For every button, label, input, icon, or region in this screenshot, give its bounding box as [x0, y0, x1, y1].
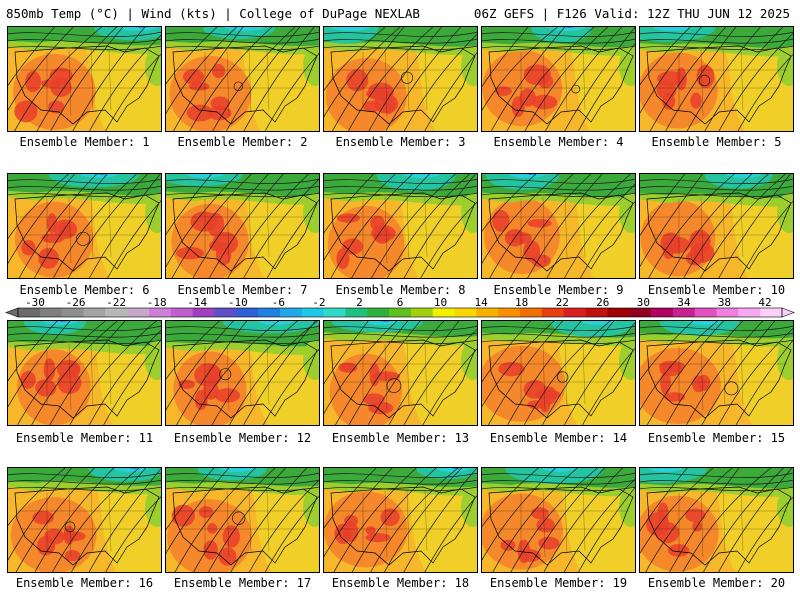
ensemble-member-map — [323, 467, 478, 573]
colorbar-tick-label: 42 — [758, 296, 771, 309]
ensemble-member-map — [165, 173, 320, 279]
colorbar-tick-label: -14 — [187, 296, 207, 309]
colorbar-swatch — [389, 308, 412, 317]
colorbar-swatch — [170, 308, 194, 317]
colorbar-swatch — [301, 308, 324, 317]
ensemble-member-label: Ensemble Member: 17 — [173, 576, 312, 590]
ensemble-member-label: Ensemble Member: 8 — [335, 283, 466, 297]
ensemble-member-map — [639, 26, 794, 132]
ensemble-member-label: Ensemble Member: 18 — [331, 576, 470, 590]
ensemble-member-label: Ensemble Member: 3 — [335, 135, 466, 149]
ensemble-member-label: Ensemble Member: 13 — [331, 431, 470, 445]
ensemble-member-map — [639, 320, 794, 426]
ensemble-member-label: Ensemble Member: 20 — [647, 576, 786, 590]
colorbar-swatch — [629, 308, 652, 317]
colorbar-tick-label: 34 — [677, 296, 691, 309]
colorbar-swatch — [520, 308, 543, 317]
colorbar-tick-label: -10 — [228, 296, 248, 309]
colorbar-tick-label: -2 — [312, 296, 325, 309]
ensemble-member-map — [323, 173, 478, 279]
colorbar-swatch — [694, 308, 717, 317]
colorbar-swatch — [192, 308, 215, 317]
ensemble-member-map — [7, 320, 162, 426]
colorbar-swatch — [498, 308, 521, 317]
ensemble-member-map — [323, 26, 478, 132]
ensemble-member-label: Ensemble Member: 15 — [647, 431, 786, 445]
ensemble-member-label: Ensemble Member: 16 — [15, 576, 154, 590]
colorbar-swatch — [672, 308, 696, 317]
ensemble-member-map — [323, 320, 478, 426]
colorbar-swatch — [279, 308, 303, 317]
colorbar-swatch — [367, 308, 390, 317]
colorbar-swatch — [432, 308, 455, 317]
colorbar-swatch — [738, 308, 761, 317]
colorbar-swatch — [760, 308, 783, 317]
colorbar-tick-label: -30 — [25, 296, 45, 309]
colorbar-swatch — [39, 308, 63, 317]
ensemble-member-map — [7, 26, 162, 132]
colorbar-swatch — [476, 308, 499, 317]
colorbar-tick-label: 22 — [556, 296, 569, 309]
colorbar-tick-label: 14 — [474, 296, 488, 309]
colorbar-swatch — [127, 308, 150, 317]
colorbar-swatch — [410, 308, 434, 317]
colorbar-swatch — [651, 308, 674, 317]
ensemble-member-label: Ensemble Member: 9 — [493, 283, 624, 297]
colorbar-swatch — [258, 308, 281, 317]
ensemble-member-label: Ensemble Member: 14 — [489, 431, 628, 445]
colorbar-swatch — [61, 308, 84, 317]
ensemble-member-label: Ensemble Member: 1 — [19, 135, 150, 149]
ensemble-member-label: Ensemble Member: 19 — [489, 576, 628, 590]
ensemble-member-map — [7, 173, 162, 279]
colorbar-tick-label: 18 — [515, 296, 528, 309]
colorbar-tick-label: 10 — [434, 296, 447, 309]
ensemble-member-map — [481, 320, 636, 426]
ensemble-member-label: Ensemble Member: 2 — [177, 135, 308, 149]
run-valid-time: 06Z GEFS | F126 Valid: 12Z THU JUN 12 20… — [473, 6, 790, 21]
ensemble-member-label: Ensemble Member: 11 — [15, 431, 154, 445]
colorbar-tick-label: -26 — [66, 296, 86, 309]
ensemble-member-map — [639, 467, 794, 573]
ensemble-member-map — [481, 173, 636, 279]
colorbar-swatch — [541, 308, 565, 317]
colorbar-swatch — [105, 308, 128, 317]
colorbar-tick-label: 38 — [718, 296, 731, 309]
ensemble-member-label: Ensemble Member: 5 — [651, 135, 782, 149]
ensemble-member-label: Ensemble Member: 7 — [177, 283, 308, 297]
colorbar-swatch — [148, 308, 172, 317]
ensemble-member-map — [639, 173, 794, 279]
ensemble-member-label: Ensemble Member: 10 — [647, 283, 786, 297]
colorbar-swatch — [716, 308, 739, 317]
colorbar-swatch — [83, 308, 106, 317]
map-title: 850mb Temp (°C) | Wind (kts) | College o… — [6, 6, 420, 21]
colorbar-tick-label: 26 — [596, 296, 609, 309]
colorbar-swatch — [18, 308, 41, 317]
colorbar-swatch — [236, 308, 259, 317]
ensemble-member-map — [481, 467, 636, 573]
colorbar-swatch — [214, 308, 237, 317]
colorbar-swatch — [585, 308, 608, 317]
colorbar-tick-label: 2 — [356, 296, 363, 309]
temperature-colorbar: -30 -26 -22 -18 -14 -10 -6 -2 2 6 10 14 18 22 26 30 34 38… — [5, 296, 795, 318]
colorbar-swatch — [345, 308, 368, 317]
ensemble-member-label: Ensemble Member: 6 — [19, 283, 150, 297]
ensemble-member-map — [165, 467, 320, 573]
ensemble-member-label: Ensemble Member: 4 — [493, 135, 624, 149]
colorbar-tick-label: -22 — [106, 296, 126, 309]
ensemble-member-label: Ensemble Member: 12 — [173, 431, 312, 445]
ensemble-member-map — [481, 26, 636, 132]
ensemble-member-map — [7, 467, 162, 573]
colorbar-tick-label: -18 — [147, 296, 167, 309]
ensemble-member-map — [165, 26, 320, 132]
colorbar-swatch — [607, 308, 630, 317]
colorbar-tick-label: -6 — [272, 296, 285, 309]
colorbar-swatch — [563, 308, 586, 317]
colorbar-tick-label: 6 — [397, 296, 404, 309]
ensemble-member-map — [165, 320, 320, 426]
colorbar-tick-label: 30 — [637, 296, 650, 309]
colorbar-swatch — [454, 308, 477, 317]
colorbar-swatch — [323, 308, 346, 317]
